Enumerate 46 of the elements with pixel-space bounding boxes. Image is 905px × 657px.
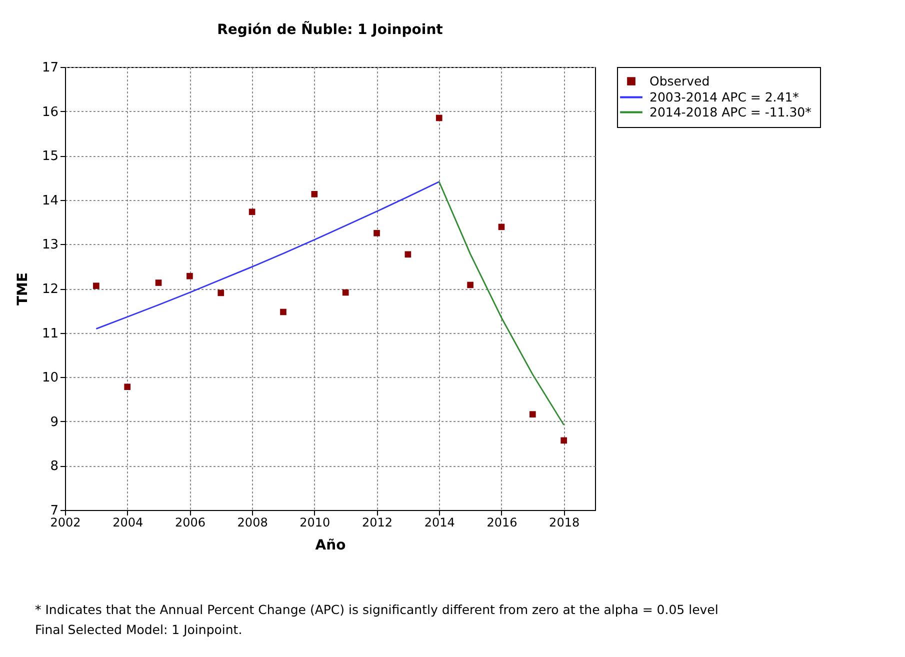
x-tick-label: 2016 [486,516,518,530]
y-tick-label: 11 [42,326,58,342]
legend-label: 2014-2018 APC = -11.30* [650,104,812,120]
text: * Indicates that the Annual Percent Change (APC) is significantly different from zero at the alpha = 0.05 level [35,601,718,619]
point [155,280,162,286]
y-tick-label: 16 [42,104,58,120]
x-tick-label: 2006 [174,516,206,530]
point [311,190,318,198]
point [529,411,536,418]
text: Final Selected Model: 1 Joinpoint. [35,621,244,639]
line-series [438,181,565,426]
y-tick-label: 7 [50,504,58,518]
x-tick-label: 2010 [300,516,330,530]
y-tick-label: 8 [50,459,58,474]
point [560,437,567,444]
point [436,114,442,122]
y-tick-label: 14 [42,193,58,208]
y-tick-label: 9 [50,414,58,430]
point [124,384,131,390]
y-axis-title: TME [14,272,31,306]
point [186,272,193,280]
point [248,208,256,216]
chart-title: Región de Ñuble: 1 Joinpoint [217,21,444,38]
y-tick-label: 12 [42,282,58,297]
point [374,230,380,236]
y-tick-label: 10 [42,370,58,386]
x-tick-label: 2008 [237,516,268,530]
point [342,289,349,296]
line-series [95,181,440,330]
x-tick-label: 2014 [424,516,455,530]
legend-label: Observed [650,73,710,88]
x-tick-label: 2012 [362,516,393,530]
x-tick-label: 2018 [549,516,580,530]
y-tick-label: 17 [42,60,58,76]
y-tick-label: 13 [42,238,58,253]
point [467,282,474,288]
point [498,224,505,230]
legend-label: 2003-2014 APC = 2.41* [650,89,799,104]
x-tick-label: 2002 [50,516,81,530]
x-tick-label: 2004 [112,516,144,530]
point [404,251,412,258]
x-axis-title: Año [315,538,346,554]
point [218,290,224,296]
point [93,282,100,290]
y-tick-label: 15 [42,149,58,164]
point [280,308,286,316]
